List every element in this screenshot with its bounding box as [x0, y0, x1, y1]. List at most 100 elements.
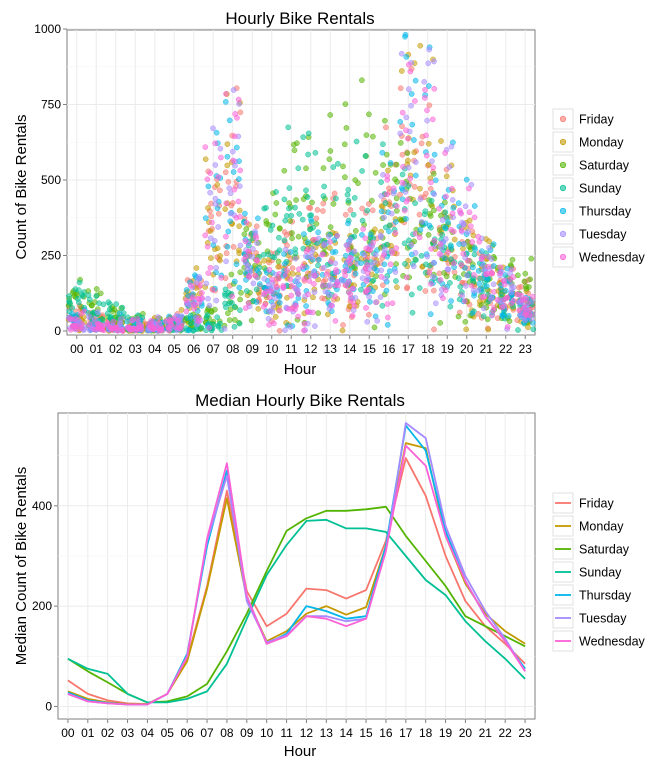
data-point — [243, 288, 250, 294]
data-point — [370, 239, 376, 246]
data-point — [484, 263, 491, 270]
data-point — [409, 309, 416, 316]
data-point — [345, 220, 351, 227]
data-point — [233, 261, 240, 268]
data-point — [490, 281, 497, 288]
data-point — [341, 141, 348, 148]
data-point — [393, 261, 399, 267]
data-point — [326, 292, 332, 298]
data-point — [431, 207, 437, 214]
data-point — [245, 248, 252, 255]
data-point — [335, 160, 341, 167]
data-point — [470, 287, 477, 294]
data-point — [207, 170, 214, 176]
data-point — [428, 179, 434, 186]
data-point — [224, 243, 231, 250]
data-point — [118, 316, 124, 322]
data-point — [463, 326, 470, 333]
data-point — [241, 231, 248, 238]
plot-panel — [66, 29, 536, 336]
chart-title: Hourly Bike Rentals — [225, 9, 374, 28]
data-point — [229, 293, 236, 300]
data-point — [449, 210, 456, 217]
data-point — [425, 60, 432, 67]
data-point — [431, 326, 437, 333]
data-point — [320, 193, 327, 199]
data-point — [402, 33, 408, 40]
x-tick-label: 14 — [343, 342, 357, 356]
data-point — [507, 270, 513, 277]
legend: Friday Monday Saturday Sunday Thursday Tuesda… — [552, 107, 646, 269]
data-point — [366, 293, 372, 300]
data-point — [91, 316, 98, 322]
data-point — [449, 197, 456, 203]
data-point — [242, 253, 249, 260]
data-point — [393, 245, 400, 251]
legend-label: Saturday — [579, 543, 630, 557]
data-point — [269, 253, 276, 260]
data-point — [479, 294, 486, 301]
data-point — [273, 200, 280, 206]
data-point — [172, 324, 179, 331]
data-point — [66, 315, 72, 321]
data-point — [204, 176, 211, 183]
data-point — [378, 193, 385, 199]
x-tick-label: 05 — [161, 726, 175, 740]
data-point — [344, 191, 351, 198]
data-point — [504, 324, 511, 330]
data-point — [155, 314, 161, 320]
data-point — [232, 111, 239, 117]
data-point — [437, 320, 444, 326]
data-point — [223, 233, 229, 240]
data-point — [215, 174, 222, 180]
data-point — [303, 187, 309, 194]
data-point — [478, 248, 485, 255]
data-point — [290, 141, 297, 148]
data-point — [345, 186, 352, 193]
y-axis-label: Count of Bike Rentals — [13, 114, 30, 259]
data-point — [310, 236, 317, 243]
data-point — [301, 276, 308, 282]
data-point — [412, 98, 418, 104]
data-point — [312, 149, 319, 156]
x-tick-label: 23 — [518, 726, 532, 740]
data-point — [477, 275, 484, 282]
data-point — [436, 251, 443, 257]
data-point — [282, 272, 289, 278]
data-point — [145, 321, 152, 328]
data-point — [308, 216, 314, 223]
data-point — [424, 253, 431, 260]
data-point — [232, 317, 238, 323]
data-point — [135, 321, 142, 328]
data-point — [261, 275, 268, 282]
data-point — [397, 118, 404, 125]
data-point — [401, 207, 408, 214]
data-point — [233, 144, 240, 151]
x-tick-label: 22 — [499, 726, 513, 740]
x-tick-label: 01 — [81, 726, 95, 740]
data-point — [351, 195, 358, 201]
data-point — [236, 223, 242, 230]
data-point — [254, 240, 260, 246]
data-point — [231, 303, 238, 310]
data-point — [351, 303, 358, 309]
x-tick-label: 06 — [187, 342, 201, 356]
data-point — [231, 133, 238, 140]
data-point — [382, 200, 389, 206]
data-point — [347, 260, 354, 267]
x-tick-label: 04 — [148, 342, 162, 356]
data-point — [341, 268, 348, 275]
data-point — [408, 91, 415, 97]
data-point — [458, 262, 465, 268]
data-point — [478, 256, 485, 263]
data-point — [213, 264, 220, 271]
data-point — [466, 217, 473, 224]
data-point — [428, 245, 435, 252]
data-point — [310, 309, 316, 316]
data-point — [340, 322, 346, 328]
x-tick-label: 11 — [280, 726, 293, 740]
data-point — [185, 327, 192, 334]
data-point — [315, 229, 321, 236]
legend-swatch — [559, 230, 567, 238]
data-point — [289, 235, 295, 242]
